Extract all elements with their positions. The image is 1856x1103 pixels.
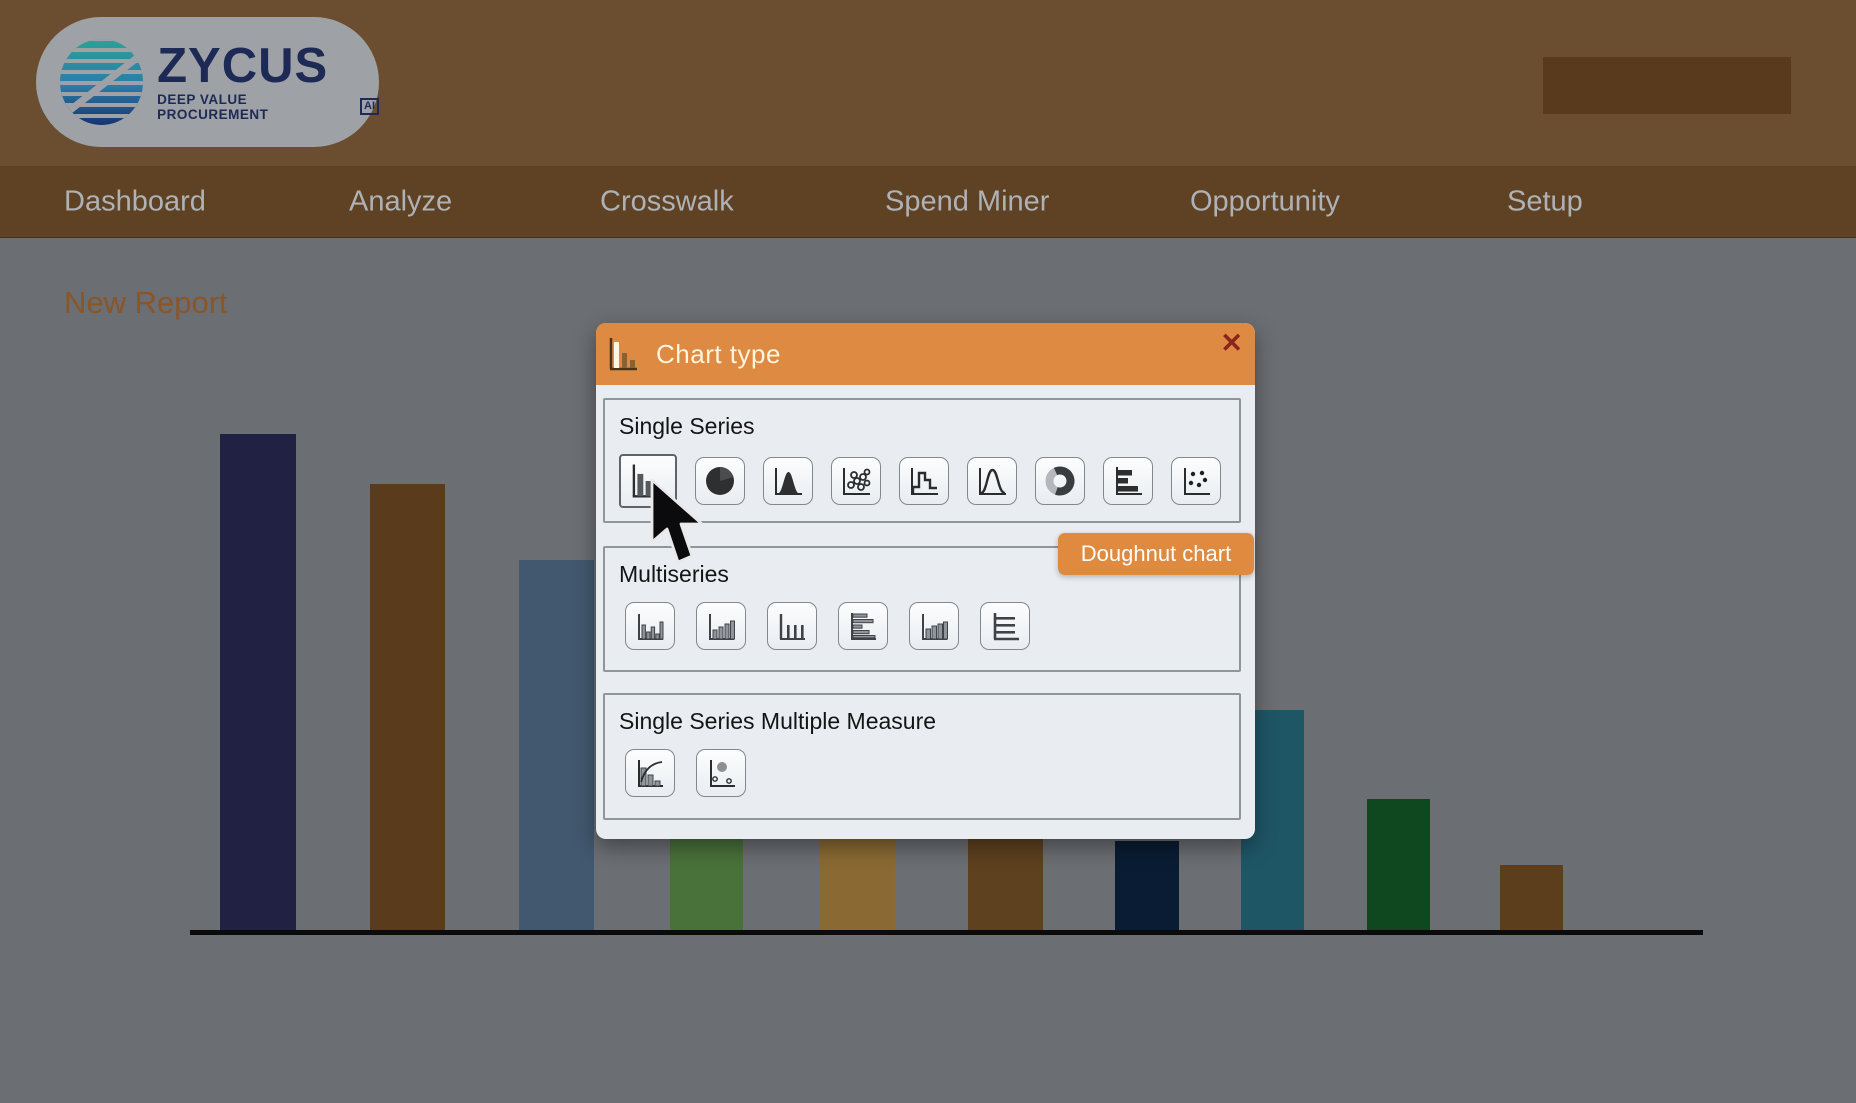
chart-type-dialog: Chart type ✕ Single Series Multiseries Sin… [596, 323, 1255, 839]
zycus-globe-icon [60, 39, 144, 125]
scatter-chart-icon [1184, 468, 1210, 495]
nav-item-spend-miner[interactable]: Spend Miner [885, 185, 1050, 217]
report-bar-9 [1367, 799, 1430, 930]
nav-item-setup[interactable]: Setup [1507, 185, 1583, 217]
pareto-chart-tile[interactable] [625, 749, 675, 797]
section-label-single-series: Single Series [619, 413, 755, 439]
area-chart-tile[interactable] [763, 457, 813, 505]
bubble-chart-icon [710, 760, 735, 787]
report-bar-1 [220, 434, 296, 930]
nav-bar: Dashboard Analyze Crosswalk Spend Miner Oppo… [0, 166, 1856, 238]
nav-item-opportunity[interactable]: Opportunity [1190, 185, 1340, 217]
sparse-column-chart-icon [779, 614, 805, 640]
doughnut-chart-tooltip: Doughnut chart [1058, 533, 1254, 575]
pareto-chart-icon [638, 760, 663, 787]
area-chart-icon [775, 468, 802, 495]
step-chart-tile[interactable] [899, 457, 949, 505]
step-chart-icon [911, 468, 938, 495]
ascending-column-chart-icon [709, 614, 735, 640]
brand-tagline: DEEP VALUE PROCUREMENT [157, 91, 269, 122]
doughnut-chart-tile[interactable] [1035, 457, 1085, 505]
mouse-cursor [648, 478, 720, 571]
bar-chart-icon [607, 336, 639, 372]
grouped-column-chart-icon [922, 614, 948, 640]
horizontal-line-chart-icon [993, 613, 1019, 641]
ai-badge: AI [360, 98, 379, 115]
nav-item-analyze[interactable]: Analyze [349, 185, 453, 217]
horizontal-bar-chart-tile[interactable] [1103, 457, 1153, 505]
doughnut-chart-icon [1045, 466, 1075, 496]
section-single-series: Single Series [603, 398, 1241, 523]
close-icon[interactable]: ✕ [1220, 328, 1243, 358]
ascending-column-chart-tile[interactable] [696, 602, 746, 650]
brand-name: ZYCUS [157, 38, 329, 93]
chart-axis-baseline [190, 930, 1703, 935]
bubble-cluster-chart-tile[interactable] [831, 457, 881, 505]
pie-chart-icon [706, 466, 734, 495]
section-label-multiseries: Multiseries [619, 561, 729, 587]
section-single-series-multiple-measure: Single Series Multiple Measure [603, 693, 1241, 820]
horizontal-multi-bar-chart-icon [851, 613, 876, 640]
grouped-column-chart-tile[interactable] [909, 602, 959, 650]
section-label-single-series-multiple-measure: Single Series Multiple Measure [619, 708, 937, 734]
multi-column-chart-tile[interactable] [625, 602, 675, 650]
nav-item-crosswalk[interactable]: Crosswalk [600, 185, 734, 217]
report-bar-2 [370, 484, 445, 930]
section-multiseries: Multiseries [603, 546, 1241, 672]
page-title: New Report [64, 285, 228, 320]
bubble-cluster-chart-icon [843, 468, 871, 495]
pie-chart-tile[interactable] [695, 457, 745, 505]
report-bar-7 [1115, 841, 1179, 930]
header-action-button[interactable] [1543, 57, 1791, 114]
bubble-chart-tile[interactable] [696, 749, 746, 797]
dialog-title: Chart type [656, 338, 781, 369]
dialog-titlebar: Chart type ✕ [596, 323, 1255, 385]
dialog-body: Single Series Multiseries Single Series Mu… [596, 385, 1255, 839]
horizontal-bar-chart-icon [1116, 467, 1142, 495]
scatter-chart-tile[interactable] [1171, 457, 1221, 505]
horizontal-line-chart-tile[interactable] [980, 602, 1030, 650]
horizontal-multi-bar-chart-tile[interactable] [838, 602, 888, 650]
sparse-column-chart-tile[interactable] [767, 602, 817, 650]
zycus-logo[interactable]: ZYCUS DEEP VALUE PROCUREMENT AI [36, 17, 379, 147]
multi-column-chart-icon [638, 614, 664, 640]
nav-item-dashboard[interactable]: Dashboard [64, 185, 206, 217]
bell-curve-chart-tile[interactable] [967, 457, 1017, 505]
report-bar-3 [519, 560, 594, 930]
report-bar-10 [1500, 865, 1563, 930]
bell-curve-chart-icon [979, 468, 1006, 495]
